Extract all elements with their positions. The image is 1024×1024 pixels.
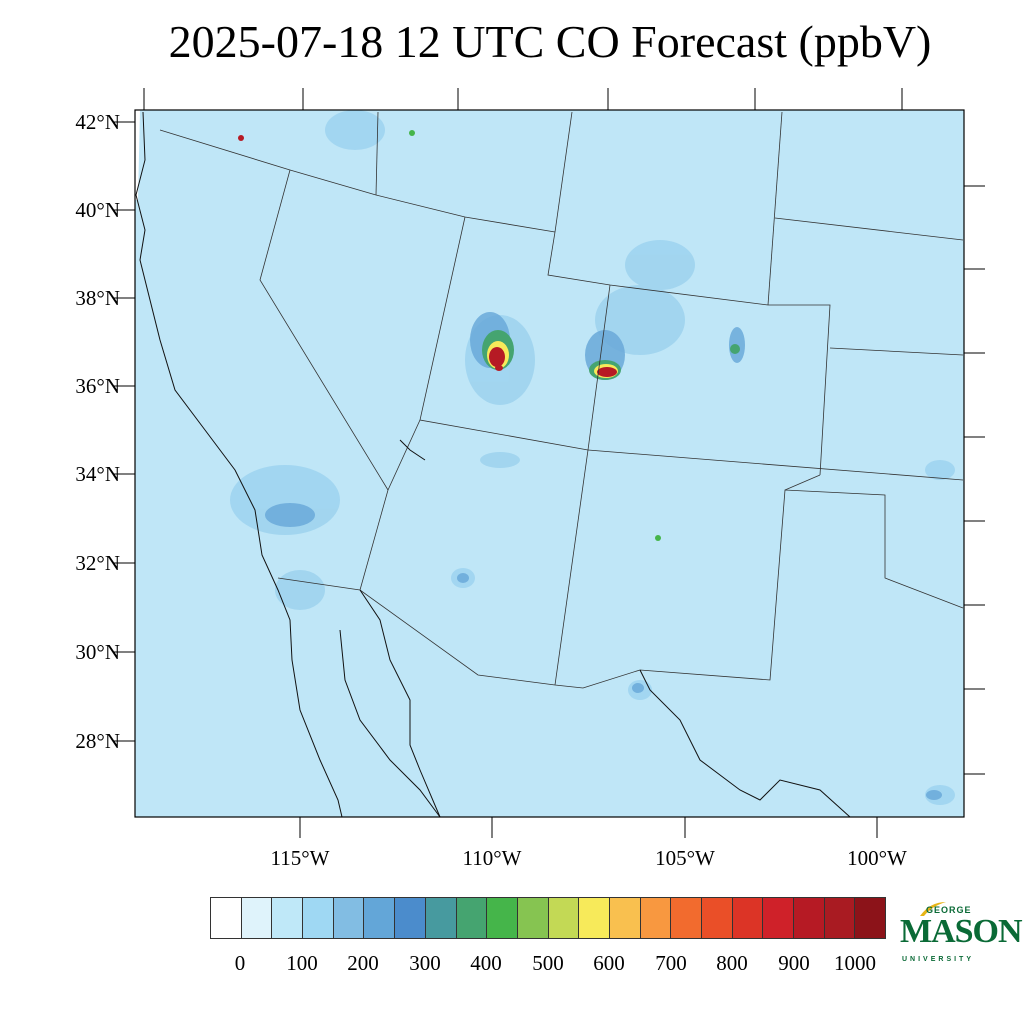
colorbar-label: 800 bbox=[716, 951, 748, 975]
lat-label-40: 40°N bbox=[75, 198, 120, 222]
colorbar-swatch bbox=[824, 898, 856, 938]
colorbar-label: 200 bbox=[347, 951, 379, 975]
colorbar-swatch bbox=[272, 898, 304, 938]
colorbar-label: 1000 bbox=[834, 951, 876, 975]
colorbar-swatch bbox=[456, 898, 488, 938]
colorbar-swatch bbox=[609, 898, 641, 938]
colorbar-label: 400 bbox=[470, 951, 502, 975]
lat-label-30: 30°N bbox=[75, 640, 120, 664]
colorbar-label: 500 bbox=[532, 951, 564, 975]
colorbar-swatch bbox=[241, 898, 273, 938]
coastlines bbox=[135, 111, 851, 818]
colorbar-swatch bbox=[855, 898, 886, 938]
colorbar-swatch bbox=[303, 898, 334, 938]
logo-swoosh-icon bbox=[920, 902, 946, 916]
colorbar-swatch bbox=[640, 898, 672, 938]
lat-label-36: 36°N bbox=[75, 374, 120, 398]
lat-label-38: 38°N bbox=[75, 286, 120, 310]
colorbar-label: 0 bbox=[234, 951, 246, 975]
lon-label-110: 110°W bbox=[462, 846, 522, 870]
colorbar-label: 300 bbox=[409, 951, 441, 975]
lat-ticks bbox=[113, 121, 135, 742]
colorbar-swatch bbox=[763, 898, 795, 938]
co-hotspot-small bbox=[238, 130, 740, 541]
colorbar-label: 600 bbox=[593, 951, 625, 975]
colorbar-swatch bbox=[517, 898, 549, 938]
colorbar-swatch bbox=[395, 898, 426, 938]
lon-label-115: 115°W bbox=[270, 846, 330, 870]
lat-label-28: 28°N bbox=[75, 729, 120, 753]
colorbar-swatch bbox=[548, 898, 580, 938]
logo-main-text: MASON bbox=[900, 913, 1023, 950]
lon-label-100: 100°W bbox=[847, 846, 907, 870]
george-mason-logo: GEORGE MASON UNIVERSITY bbox=[898, 900, 1023, 970]
state-boundaries bbox=[159, 111, 964, 689]
colorbar-label: 700 bbox=[655, 951, 687, 975]
logo-top-text: GEORGE bbox=[926, 905, 972, 915]
lat-label-34: 34°N bbox=[75, 462, 120, 486]
colorbar-swatch bbox=[425, 898, 457, 938]
co-hotspot-utah bbox=[482, 330, 514, 371]
colorbar-swatch bbox=[364, 898, 396, 938]
colorbar-swatch bbox=[671, 898, 702, 938]
lon-label-105: 105°W bbox=[655, 846, 715, 870]
colorbar-label: 900 bbox=[778, 951, 810, 975]
lat-label-32: 32°N bbox=[75, 551, 120, 575]
colorbar-swatch bbox=[333, 898, 365, 938]
map-background bbox=[135, 110, 964, 817]
colorbar-swatch bbox=[487, 898, 518, 938]
bottom-ticks bbox=[299, 817, 878, 838]
colorbar-swatch bbox=[732, 898, 764, 938]
page-title: 2025-07-18 12 UTC CO Forecast (ppbV) bbox=[168, 16, 932, 67]
colorbar bbox=[210, 897, 886, 939]
colorbar-label: 100 bbox=[286, 951, 318, 975]
colorbar-swatch bbox=[211, 898, 242, 938]
colorbar-swatch bbox=[579, 898, 610, 938]
co-hotspot-colorado bbox=[589, 360, 621, 380]
right-ticks bbox=[964, 185, 985, 775]
logo-bottom-text: UNIVERSITY bbox=[902, 956, 975, 963]
map-frame bbox=[134, 109, 965, 818]
ocean-area bbox=[135, 110, 140, 200]
colorbar-swatch bbox=[702, 898, 733, 938]
lat-label-42: 42°N bbox=[75, 110, 120, 134]
colorbar-swatch bbox=[794, 898, 825, 938]
top-ticks bbox=[143, 88, 903, 110]
